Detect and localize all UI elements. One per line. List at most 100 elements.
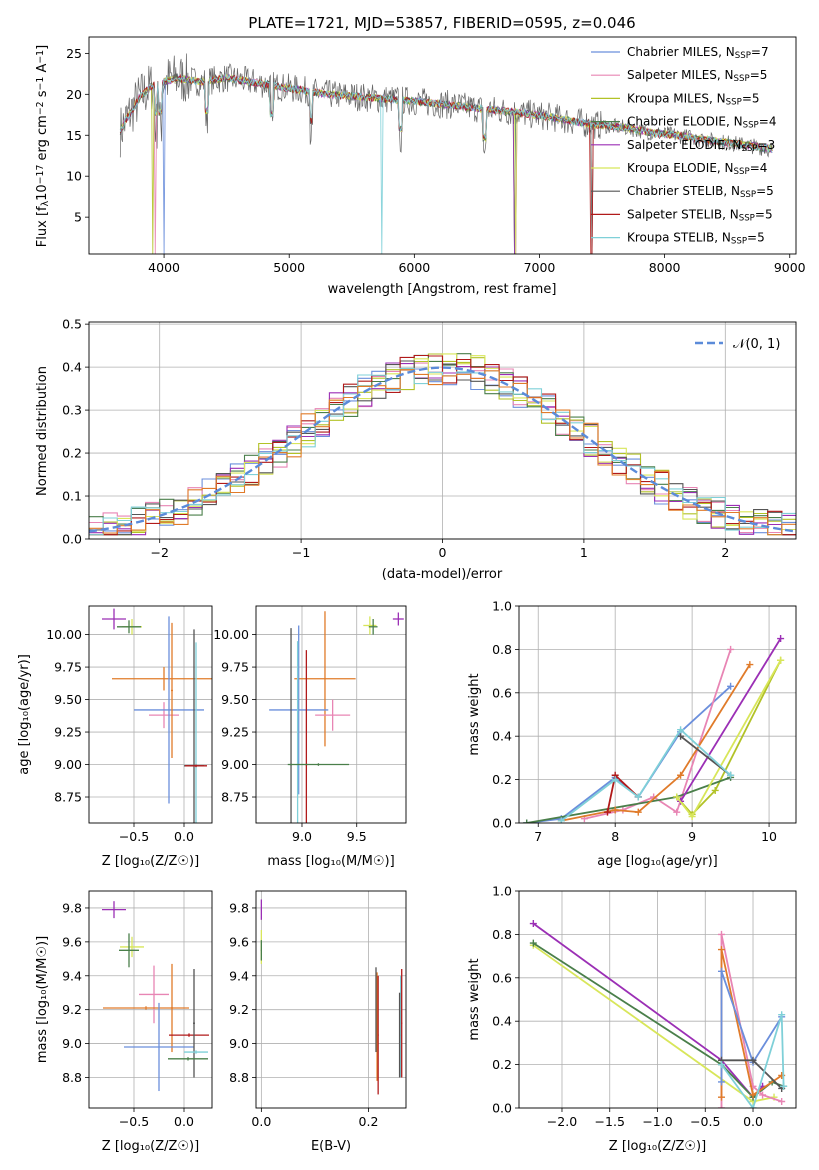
y-tick-label: 10 [66,169,82,184]
label-part: SSP [731,237,747,247]
weight-marker [749,1091,757,1099]
y-tick-label: 15 [66,128,82,143]
axes-mw_vs_age: 7 8 9 10 0.0 0.2 0.4 0.6 0.8 1.0 [492,599,797,844]
x-tick-label: 0 [439,545,447,560]
legend-label: Kroupa ELODIE, NSSP=4 [627,161,767,177]
y-axis-label: mass weight [467,673,482,755]
weight-marker [634,793,642,801]
y-tick-label: 0.2 [62,446,82,461]
y-tick-label: 5 [74,210,82,225]
weight-marker [677,726,685,734]
weight-marker [749,1056,757,1064]
x-tick-label: 4000 [148,260,180,275]
label-part: Chabrier MILES, N [627,45,735,59]
y-tick-label: 25 [66,46,82,61]
legend-label: Chabrier MILES, NSSP=7 [627,45,769,61]
label-part: −1 [35,77,46,91]
y-tick-label: 0.4 [492,1014,512,1029]
y-tick-label: 0.8 [492,927,512,942]
x-tick-label: 8000 [649,260,681,275]
y-tick-label: 8.8 [229,1070,249,1085]
label-part: Salpeter ELODIE, N [627,138,741,152]
y-axis-label: mass weight [467,958,482,1040]
legend-label: Kroupa STELIB, NSSP=5 [627,231,765,247]
y-tick-label: 9.4 [62,968,82,983]
weight-marker [677,732,685,740]
label-part: Flux [f [35,206,50,247]
weight-marker [711,786,719,794]
x-axis-label: Z [log₁₀(Z/Z☉)] [609,1139,706,1154]
y-tick-label: 9.0 [62,1036,82,1051]
y-tick-label: 10.00 [213,627,249,642]
legend-label: Salpeter ELODIE, NSSP=3 [627,138,775,154]
weight-marker [717,1093,725,1101]
x-tick-label: −0.5 [690,1114,720,1129]
y-tick-label: 0.6 [492,685,512,700]
label-part: =5 [742,91,760,105]
x-axis-label: age [log₁₀(age/yr)] [597,854,718,869]
weight-marker [557,817,565,823]
label-part: SSP [741,144,757,154]
legend-label: 𝒩(0, 1) [733,337,780,352]
y-tick-label: 0.2 [492,772,512,787]
axes-frame [88,605,213,824]
y-tick-label: 9.2 [229,1002,249,1017]
x-tick-label: −1.5 [595,1114,625,1129]
x-axis-label: Z [log₁₀(Z/Z☉)] [102,854,199,869]
label-part: −2 [35,101,46,115]
weight-marker [673,793,681,801]
x-tick-label: −1 [292,545,310,560]
y-tick-label: 9.2 [62,1002,82,1017]
legend-label: Salpeter MILES, NSSP=5 [627,68,767,84]
legend-label: Chabrier STELIB, NSSP=5 [627,184,774,200]
plot-area [269,611,404,823]
weight-marker [523,819,531,823]
label-part: Salpeter MILES, N [627,68,734,82]
label-part: =5 [756,184,774,198]
label-part: SSP [734,74,750,84]
plot-area [523,635,785,823]
axes-frame [88,36,797,255]
x-tick-label: 2 [721,545,729,560]
weight-marker [717,1061,725,1069]
axes-residuals: −2 −1 0 1 2 0.0 0.1 0.2 0.3 0.4 0.5 𝒩(0, 1) [62,317,797,560]
y-tick-label: 9.25 [221,725,249,740]
axes-mass_vs_ebv: 0.0 0.2 8.8 9.0 9.2 9.4 9.6 9.8 [229,890,407,1129]
x-tick-label: 1 [580,545,588,560]
plot-area [529,920,788,1108]
plot-area [102,608,212,823]
weight-marker [603,808,611,816]
weight-marker [778,1011,786,1019]
plot-area [89,353,796,536]
label-part: Kroupa MILES, N [627,91,726,105]
y-axis-label: Normed distribution [35,366,50,496]
label-part: =5 [747,231,765,245]
axes-age_vs_Z: −0.5 0.0 8.75 9.00 9.25 9.50 9.75 10.00 [46,605,213,844]
axes-frame [88,890,213,1109]
label-part: =7 [751,45,769,59]
x-tick-label: −2 [150,545,168,560]
weight-marker [673,808,681,816]
y-tick-label: 0.5 [62,317,82,332]
weight-marker [634,808,642,816]
y-axis-label: mass [log₁₀(M/M☉)] [35,936,50,1063]
legend-label: Kroupa MILES, NSSP=5 [627,91,760,107]
y-tick-label: 9.50 [221,692,249,707]
label-part: −17 [35,165,46,185]
x-tick-label: 8 [611,829,619,844]
y-tick-label: 9.4 [229,968,249,983]
label-part: SSP [743,121,759,131]
y-tick-label: 0.3 [62,403,82,418]
weight-marker [746,661,754,669]
label-part: =5 [755,207,773,221]
histogram-step [89,367,796,536]
y-tick-label: 8.8 [62,1070,82,1085]
weight-marker [611,776,619,784]
gaussian-curve [89,366,796,533]
label-part: =5 [750,68,768,82]
weight-line [720,1014,785,1108]
weight-marker [727,682,735,690]
x-tick-label: 0.2 [359,1114,379,1129]
